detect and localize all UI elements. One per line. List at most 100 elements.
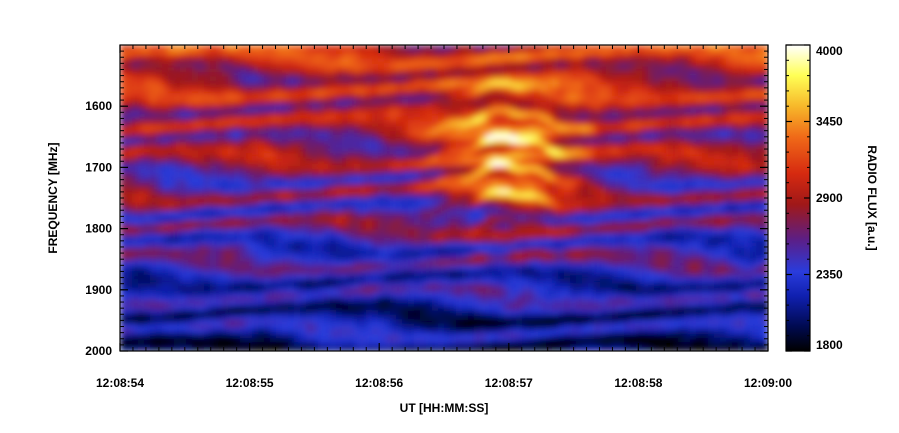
heatmap-cell	[270, 54, 277, 60]
heatmap-cell	[126, 252, 133, 258]
heatmap-cell	[732, 180, 739, 186]
heatmap-cell	[540, 85, 547, 91]
heatmap-cell	[720, 153, 727, 159]
heatmap-cell	[150, 144, 157, 150]
heatmap-cell	[222, 184, 229, 190]
heatmap-cell	[612, 45, 619, 51]
heatmap-cell	[300, 220, 307, 226]
heatmap-cell	[474, 67, 481, 73]
heatmap-cell	[420, 229, 427, 235]
heatmap-cell	[210, 117, 217, 123]
heatmap-cell	[390, 166, 397, 172]
heatmap-cell	[360, 94, 367, 100]
heatmap-cell	[534, 112, 541, 118]
heatmap-cell	[300, 189, 307, 195]
heatmap-cell	[396, 171, 403, 177]
heatmap-cell	[462, 81, 469, 87]
heatmap-cell	[186, 85, 193, 91]
heatmap-cell	[198, 49, 205, 55]
heatmap-cell	[132, 139, 139, 145]
heatmap-cell	[588, 220, 595, 226]
heatmap-cell	[144, 94, 151, 100]
heatmap-cell	[360, 238, 367, 244]
heatmap-cell	[510, 76, 517, 82]
heatmap-cell	[456, 121, 463, 127]
heatmap-cell	[570, 85, 577, 91]
heatmap-cell	[516, 130, 523, 136]
heatmap-cell	[444, 198, 451, 204]
heatmap-cell	[486, 121, 493, 127]
heatmap-cell	[198, 162, 205, 168]
heatmap-cell	[174, 85, 181, 91]
heatmap-cell	[474, 220, 481, 226]
heatmap-cell	[294, 162, 301, 168]
heatmap-cell	[744, 117, 751, 123]
heatmap-cell	[180, 144, 187, 150]
heatmap-cell	[366, 139, 373, 145]
heatmap-cell	[726, 211, 733, 217]
heatmap-cell	[174, 108, 181, 114]
heatmap-cell	[180, 90, 187, 96]
heatmap-cell	[720, 202, 727, 208]
heatmap-cell	[462, 157, 469, 163]
heatmap-cell	[564, 45, 571, 51]
heatmap-cell	[162, 54, 169, 60]
heatmap-cell	[618, 243, 625, 249]
heatmap-cell	[276, 243, 283, 249]
heatmap-cell	[456, 229, 463, 235]
heatmap-cell	[390, 121, 397, 127]
heatmap-cell	[630, 234, 637, 240]
heatmap-cell	[516, 189, 523, 195]
heatmap-cell	[648, 67, 655, 73]
heatmap-cell	[642, 180, 649, 186]
heatmap-cell	[300, 229, 307, 235]
heatmap-cell	[414, 144, 421, 150]
heatmap-cell	[126, 99, 133, 105]
heatmap-cell	[432, 58, 439, 64]
heatmap-cell	[168, 184, 175, 190]
heatmap-cell	[336, 126, 343, 132]
heatmap-cell	[576, 94, 583, 100]
heatmap-cell	[162, 162, 169, 168]
heatmap-cell	[618, 45, 625, 51]
heatmap-cell	[342, 180, 349, 186]
heatmap-cell	[366, 180, 373, 186]
heatmap-cell	[186, 63, 193, 69]
heatmap-cell	[156, 252, 163, 258]
heatmap-cell	[360, 72, 367, 78]
heatmap-cell	[756, 63, 763, 69]
heatmap-cell	[258, 67, 265, 73]
heatmap-cell	[186, 252, 193, 258]
heatmap-cell	[330, 225, 337, 231]
heatmap-cell	[360, 76, 367, 82]
heatmap-cell	[300, 63, 307, 69]
heatmap-cell	[696, 207, 703, 213]
heatmap-cell	[312, 162, 319, 168]
heatmap-cell	[522, 108, 529, 114]
heatmap-cell	[252, 166, 259, 172]
heatmap-cell	[588, 229, 595, 235]
heatmap-cell	[666, 117, 673, 123]
heatmap-cell	[546, 189, 553, 195]
heatmap-cell	[384, 198, 391, 204]
heatmap-cell	[750, 162, 757, 168]
heatmap-cell	[576, 121, 583, 127]
heatmap-cell	[120, 220, 127, 226]
heatmap-cell	[498, 85, 505, 91]
heatmap-cell	[582, 54, 589, 60]
heatmap-cell	[366, 144, 373, 150]
heatmap-cell	[738, 229, 745, 235]
heatmap-cell	[570, 54, 577, 60]
heatmap-cell	[444, 184, 451, 190]
heatmap-cell	[378, 153, 385, 159]
heatmap-cell	[696, 180, 703, 186]
heatmap-cell	[318, 247, 325, 253]
heatmap-cell	[738, 184, 745, 190]
heatmap-cell	[672, 135, 679, 141]
heatmap-cell	[564, 103, 571, 109]
heatmap-cell	[648, 153, 655, 159]
heatmap-cell	[180, 72, 187, 78]
heatmap-cell	[150, 126, 157, 132]
heatmap-cell	[624, 193, 631, 199]
heatmap-cell	[378, 130, 385, 136]
